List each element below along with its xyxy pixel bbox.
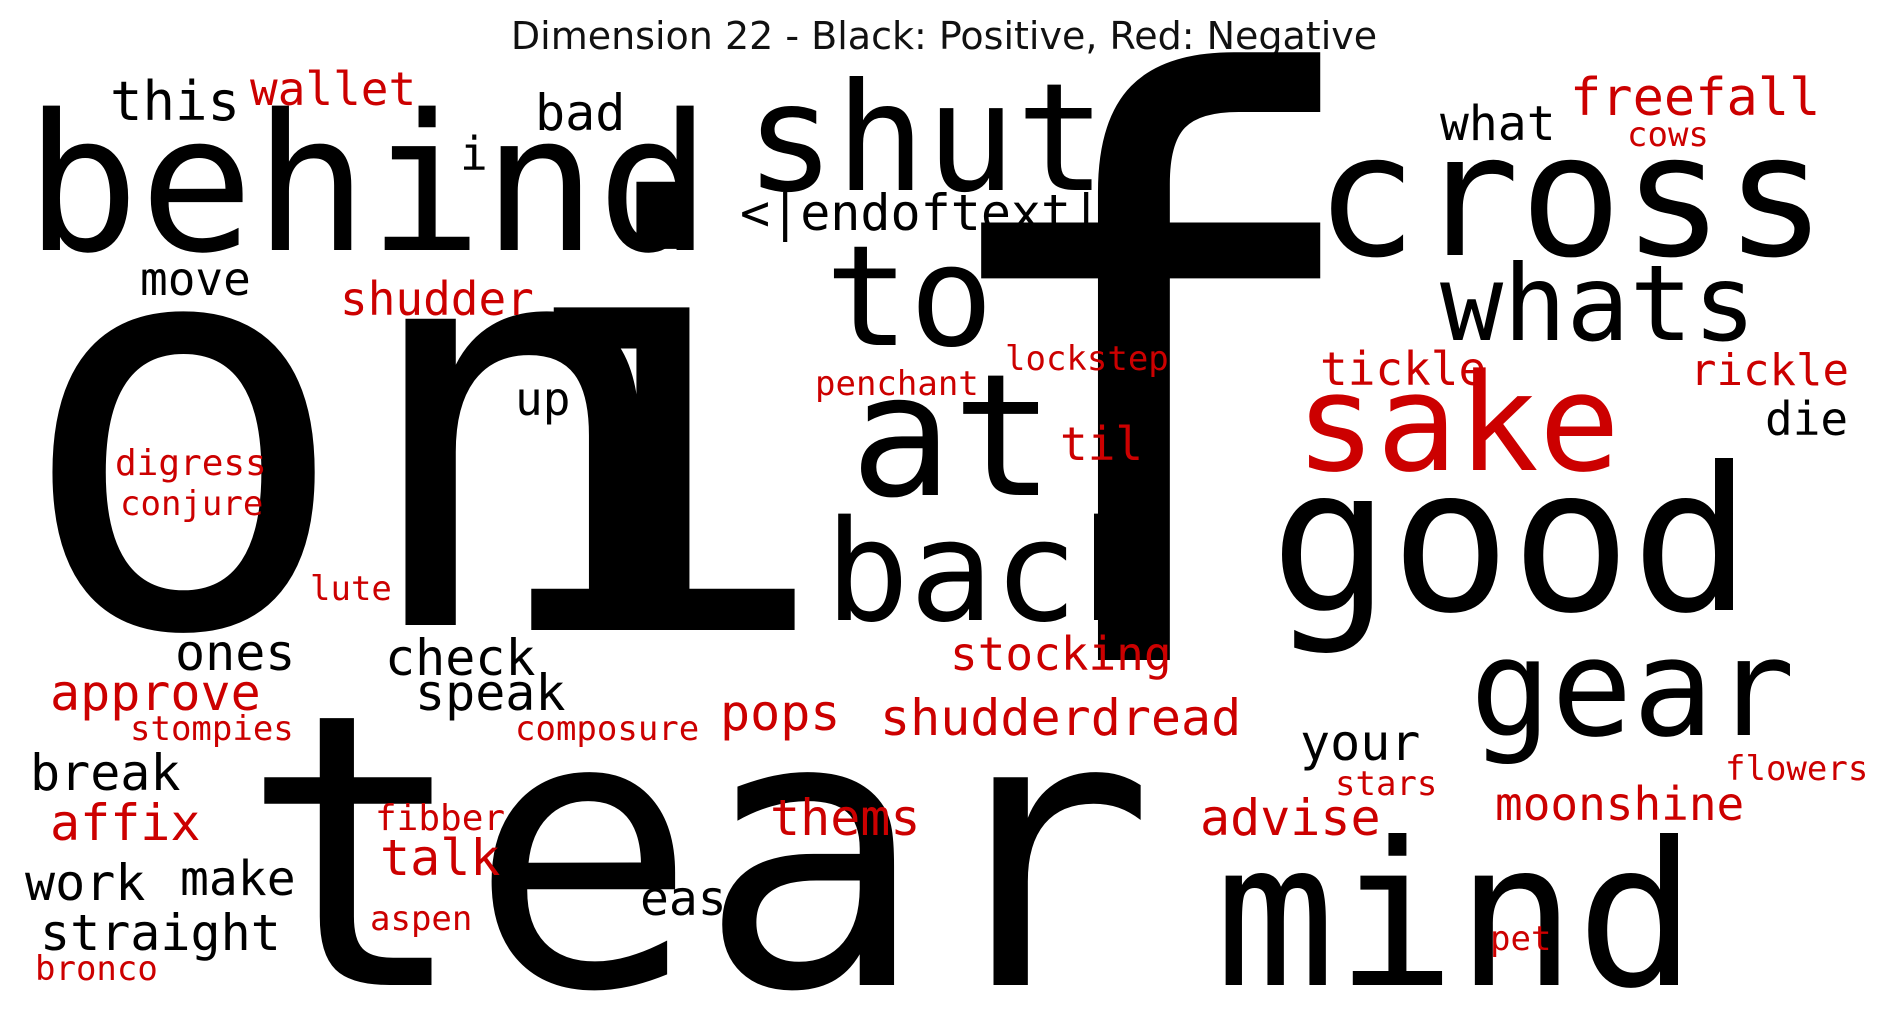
cloud-word: die xyxy=(1765,392,1848,446)
cloud-word: stocking xyxy=(950,627,1172,681)
cloud-word: tear xyxy=(240,632,1155,1010)
cloud-word: flowers xyxy=(1725,749,1868,789)
cloud-word: composure xyxy=(515,709,699,749)
cloud-word: penchant xyxy=(815,364,979,404)
cloud-word: back xyxy=(825,491,1162,654)
cloud-word: freefall xyxy=(1570,68,1820,128)
cloud-word: sake xyxy=(1295,345,1620,502)
cloud-word: fibber xyxy=(375,798,505,839)
cloud-word: whats xyxy=(1440,243,1756,365)
cloud-word: advise xyxy=(1200,789,1381,847)
cloud-word: stompies xyxy=(130,709,294,749)
cloud-word: to xyxy=(825,216,994,379)
cloud-word: bronco xyxy=(35,949,158,989)
cloud-word: til xyxy=(1060,417,1143,471)
cloud-word: up xyxy=(515,372,570,426)
cloud-word: wallet xyxy=(250,62,416,116)
cloud-word: your xyxy=(1300,714,1420,772)
cloud-word: conjure xyxy=(120,484,263,524)
cloud-word: what xyxy=(1440,96,1556,152)
cloud-word: at xyxy=(850,338,1055,536)
page-title: Dimension 22 - Black: Positive, Red: Neg… xyxy=(510,14,1378,58)
cloud-word: moonshine xyxy=(1495,777,1744,831)
cloud-word: behind xyxy=(25,74,711,295)
cloud-word: i xyxy=(460,127,488,181)
cloud-word: approve xyxy=(50,664,261,722)
cloud-word: ones xyxy=(175,624,295,682)
cloud-word: shut xyxy=(745,52,1106,226)
cloud-word: work xyxy=(25,854,145,912)
cloud-word: rickle xyxy=(1690,345,1849,396)
cloud-word: mind xyxy=(1215,800,1697,1010)
cloud-word: shudder xyxy=(340,272,534,326)
cloud-word: f xyxy=(905,0,1387,849)
cloud-word: check xyxy=(385,629,536,687)
cloud-word: talk xyxy=(380,829,500,887)
cloud-word: speak xyxy=(415,664,566,722)
cloud-word: pops xyxy=(720,684,840,742)
cloud-word: bad xyxy=(535,84,625,142)
cloud-word: shudderdread xyxy=(880,689,1241,747)
cloud-word: break xyxy=(30,744,181,802)
cloud-word: lockstep xyxy=(1005,339,1169,379)
cloud-word: affix xyxy=(50,794,201,852)
cloud-word: cross xyxy=(1315,98,1827,296)
cloud-word: on xyxy=(15,106,689,758)
cloud-word: ease xyxy=(640,871,756,927)
cloud-word: <|endoftext|> xyxy=(740,184,1131,242)
cloud-word: gear xyxy=(1470,610,1795,767)
cloud-word: stars xyxy=(1335,764,1437,804)
cloud-word: digress xyxy=(115,443,267,484)
cloud-word: lute xyxy=(310,569,392,609)
cloud-word: i xyxy=(480,83,835,770)
cloud-word: this xyxy=(110,70,240,133)
cloud-word: pet xyxy=(1490,919,1551,959)
cloud-word: good xyxy=(1270,425,1752,658)
cloud-word: straight xyxy=(40,904,281,962)
cloud-word: make xyxy=(180,851,296,907)
cloud-word: aspen xyxy=(370,899,472,939)
cloud-word: thems xyxy=(770,789,921,847)
cloud-word: move xyxy=(140,252,251,306)
cloud-word: tickle xyxy=(1320,342,1486,396)
cloud-word: cows xyxy=(1627,115,1709,155)
